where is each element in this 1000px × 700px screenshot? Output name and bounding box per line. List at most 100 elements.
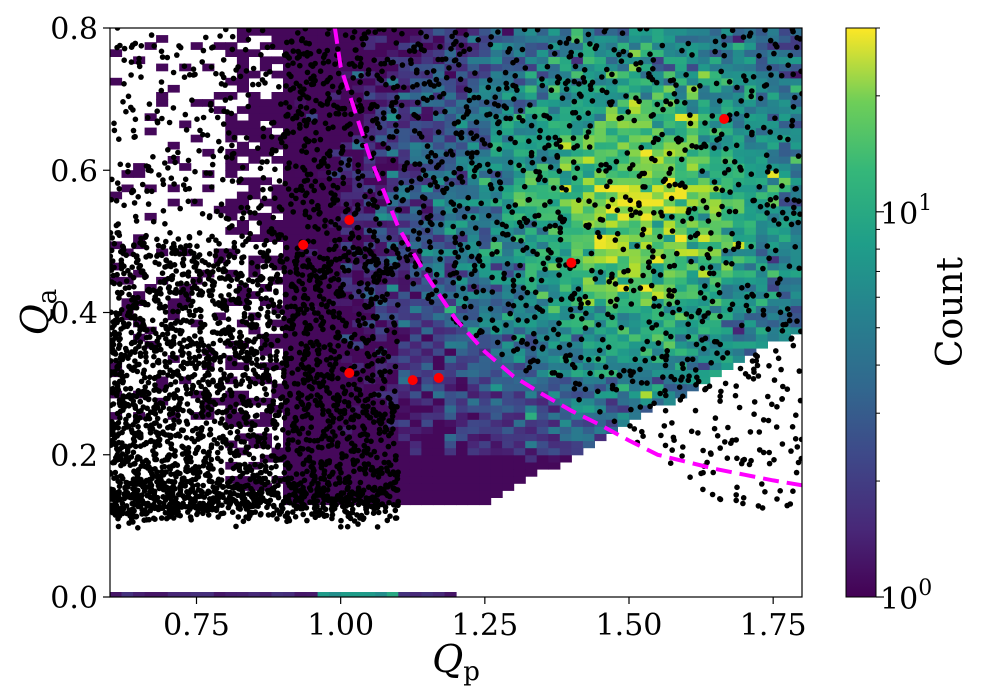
heatmap-cell	[605, 355, 618, 363]
heatmap-cell	[721, 141, 734, 150]
heatmap-cell	[283, 92, 296, 100]
scatter-point	[336, 314, 342, 321]
heatmap-cell	[790, 177, 802, 186]
heatmap-cell	[444, 177, 457, 186]
heatmap-cell	[156, 92, 169, 100]
heatmap-cell	[732, 56, 745, 65]
heatmap-cell	[536, 333, 549, 342]
heatmap-cell	[536, 241, 549, 250]
heatmap-cell	[490, 127, 503, 136]
scatter-point	[234, 428, 241, 435]
heatmap-cell	[456, 440, 469, 449]
scatter-point	[185, 296, 192, 303]
scatter-point	[394, 338, 400, 345]
heatmap-cell	[409, 305, 422, 314]
heatmap-cell	[259, 148, 272, 157]
heatmap-cell	[294, 205, 307, 214]
scatter-point	[379, 399, 386, 406]
heatmap-cell	[225, 163, 238, 171]
heatmap-cell	[283, 369, 296, 378]
scatter-point	[280, 427, 286, 433]
heatmap-cell	[629, 305, 642, 314]
heatmap-cell	[513, 234, 526, 242]
heatmap-cell	[386, 63, 399, 72]
scatter-point	[252, 380, 259, 387]
scatter-point	[370, 335, 376, 342]
heatmap-cell	[513, 390, 526, 399]
scatter-point	[274, 507, 280, 513]
scatter-point	[135, 456, 142, 462]
heatmap-cell	[179, 163, 192, 171]
scatter-point	[384, 468, 391, 474]
heatmap-cell	[629, 170, 642, 178]
heatmap-cell	[479, 163, 492, 171]
heatmap-cell	[721, 92, 734, 100]
heatmap-cell	[386, 227, 399, 235]
scatter-point	[339, 503, 346, 510]
heatmap-cell	[686, 262, 699, 271]
heatmap-cell	[640, 333, 653, 342]
heatmap-cell	[432, 412, 445, 420]
scatter-point	[208, 292, 215, 299]
heatmap-cell	[363, 170, 376, 178]
heatmap-cell	[548, 120, 561, 129]
heatmap-cell	[317, 333, 330, 342]
heatmap-cell	[732, 134, 745, 143]
heatmap-cell	[340, 333, 353, 342]
heatmap-cell	[698, 49, 711, 57]
heatmap-cell	[767, 248, 780, 257]
heatmap-cell	[640, 284, 653, 292]
scatter-point	[170, 406, 177, 413]
heatmap-cell	[559, 383, 572, 392]
scatter-point	[365, 281, 371, 287]
scatter-point	[134, 253, 140, 259]
heatmap-cell	[479, 490, 492, 498]
heatmap-cell	[617, 376, 630, 385]
heatmap-cell	[479, 426, 492, 434]
scatter-point	[294, 404, 300, 410]
heatmap-cell	[640, 56, 653, 65]
heatmap-cell	[548, 454, 561, 463]
heatmap-cell	[617, 412, 630, 420]
heatmap-cell	[686, 241, 699, 250]
heatmap-cell	[317, 163, 330, 171]
scatter-point	[370, 400, 377, 406]
heatmap-cell	[513, 284, 526, 292]
heatmap-cell	[790, 212, 802, 221]
heatmap-cell	[271, 198, 284, 207]
heatmap-cell	[790, 262, 802, 271]
heatmap-cell	[490, 454, 503, 463]
heatmap-cell	[352, 269, 365, 278]
heatmap-cell	[675, 141, 688, 150]
heatmap-cell	[594, 362, 607, 370]
scatter-point	[390, 426, 396, 432]
heatmap-cell	[386, 127, 399, 136]
scatter-point	[125, 484, 131, 490]
heatmap-cell	[513, 319, 526, 328]
scatter-point	[315, 310, 321, 317]
heatmap-cell	[548, 248, 561, 257]
heatmap-cell	[571, 184, 584, 193]
heatmap-cell	[617, 362, 630, 370]
heatmap-cell	[167, 84, 180, 93]
heatmap-cell	[432, 298, 445, 306]
heatmap-cell	[490, 476, 503, 484]
heatmap-cell	[525, 106, 538, 114]
scatter-point	[357, 391, 364, 398]
heatmap-cell	[490, 426, 503, 434]
heatmap-cell	[456, 234, 469, 242]
heatmap-cell	[617, 120, 630, 129]
scatter-point	[261, 435, 268, 442]
heatmap-cell	[767, 170, 780, 178]
heatmap-cell	[467, 77, 480, 86]
heatmap-cell	[744, 56, 757, 65]
scatter-point	[241, 401, 247, 407]
heatmap-cell	[363, 454, 376, 463]
heatmap-cell	[571, 42, 584, 50]
heatmap-cell	[536, 362, 549, 370]
heatmap-cell	[283, 348, 296, 356]
heatmap-cell	[525, 469, 538, 477]
heatmap-cell	[744, 227, 757, 235]
heatmap-cell	[317, 191, 330, 200]
heatmap-cell	[640, 269, 653, 278]
